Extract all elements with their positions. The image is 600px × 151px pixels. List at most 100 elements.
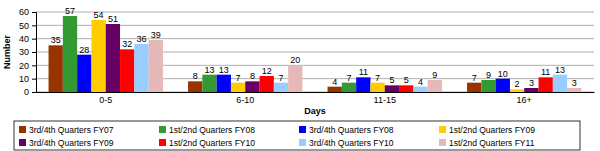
legend-swatch <box>439 126 446 133</box>
y-tick-mark <box>32 65 36 66</box>
y-tick-mark <box>32 12 36 13</box>
bar <box>342 83 356 92</box>
data-label: 3 <box>529 78 534 88</box>
data-label: 11 <box>541 67 550 77</box>
bar <box>524 88 538 92</box>
bar <box>91 20 105 92</box>
bar <box>413 87 427 92</box>
data-label: 54 <box>94 10 104 20</box>
x-axis-title: Days <box>304 106 326 116</box>
x-tick-label: 0-5 <box>99 95 112 105</box>
series <box>134 44 567 92</box>
data-label: 13 <box>555 65 565 75</box>
data-label: 3 <box>572 78 577 88</box>
bar <box>428 80 442 92</box>
legend-item: 1st/2nd Quarters FY10 <box>159 138 255 148</box>
bar <box>245 81 259 92</box>
x-tick: 16+ <box>517 92 532 105</box>
data-label: 10 <box>498 69 508 79</box>
bar <box>385 85 399 92</box>
bar <box>510 89 524 92</box>
data-label: 7 <box>236 73 241 83</box>
bars <box>49 16 582 92</box>
data-label: 28 <box>79 45 89 55</box>
series <box>63 16 496 92</box>
legend-swatch <box>299 126 306 133</box>
legend-swatch <box>159 139 166 146</box>
legend-item: 3rd/4th Quarters FY09 <box>19 138 114 148</box>
data-label: 7 <box>278 73 283 83</box>
bar <box>49 45 63 92</box>
bar <box>399 85 413 92</box>
bar <box>231 83 245 92</box>
legend-label: 3rd/4th Quarters FY08 <box>309 125 394 135</box>
data-label: 5 <box>404 75 409 85</box>
legend-label: 3rd/4th Quarters FY09 <box>29 138 114 148</box>
legend-item: 3rd/4th Quarters FY08 <box>299 125 394 135</box>
legend-item: 1st/2nd Quarters FY08 <box>159 125 255 135</box>
x-axis-line <box>37 92 595 93</box>
x-tick: 6-10 <box>236 92 254 105</box>
y-tick-label: 30 <box>19 47 29 57</box>
legend-label: 1st/2nd Quarters FY09 <box>449 125 535 135</box>
bar <box>370 83 384 92</box>
legend-swatch <box>439 139 446 146</box>
legend-item: 1st/2nd Quarters FY11 <box>439 138 535 148</box>
data-labels: 3584757137928131110547725185332125113674… <box>51 6 577 89</box>
x-tick-label: 11-15 <box>374 95 396 105</box>
data-label: 2 <box>515 79 520 89</box>
data-label: 5 <box>389 75 394 85</box>
legend-frame <box>14 121 580 150</box>
series <box>120 49 553 92</box>
x-tick-label: 16+ <box>517 95 532 105</box>
data-label: 7 <box>346 73 351 83</box>
y-tick-label: 50 <box>19 21 29 31</box>
data-label: 13 <box>204 65 214 75</box>
bar <box>328 87 342 92</box>
data-label: 36 <box>136 34 146 44</box>
series <box>106 24 539 92</box>
legend: 3rd/4th Quarters FY07 1st/2nd Quarters FY… <box>14 121 580 150</box>
data-label: 7 <box>375 73 380 83</box>
data-label: 39 <box>151 30 161 40</box>
series <box>149 40 582 92</box>
plot: 01020304050600-56-1011-1516+358475713792… <box>19 6 595 105</box>
data-label: 12 <box>262 66 272 76</box>
x-tick: 11-15 <box>374 92 396 105</box>
x-tick: 0-5 <box>99 92 112 105</box>
y-tick-mark <box>32 52 36 53</box>
y-tick: 20 <box>19 61 36 71</box>
series <box>91 20 524 92</box>
data-label: 35 <box>51 35 61 45</box>
legend-item: 3rd/4th Quarters FY07 <box>19 125 114 135</box>
y-tick: 50 <box>19 21 36 31</box>
y-tick-mark <box>32 39 36 40</box>
y-tick: 10 <box>19 74 36 84</box>
bar <box>539 77 553 92</box>
legend-label: 3rd/4th Quarters FY07 <box>29 125 114 135</box>
legend-swatch <box>19 126 26 133</box>
bar <box>288 65 302 92</box>
data-label: 7 <box>472 73 477 83</box>
y-axis: 0102030405060 <box>19 7 37 97</box>
x-tick-label: 6-10 <box>236 95 254 105</box>
legend-swatch <box>159 126 166 133</box>
y-axis-title: Number <box>2 35 12 70</box>
y-tick-mark <box>32 79 36 80</box>
data-label: 4 <box>332 77 337 87</box>
legend-label: 1st/2nd Quarters FY10 <box>169 138 255 148</box>
y-tick-label: 10 <box>19 74 29 84</box>
bar <box>188 81 202 92</box>
bar <box>63 16 77 92</box>
bar <box>77 55 91 92</box>
data-label: 4 <box>418 77 423 87</box>
bar <box>149 40 163 92</box>
grid <box>36 12 594 92</box>
data-label: 13 <box>219 65 229 75</box>
y-tick-mark <box>32 25 36 26</box>
y-tick: 30 <box>19 47 36 57</box>
bar <box>260 76 274 92</box>
data-label: 8 <box>193 71 198 81</box>
data-label: 9 <box>486 70 491 80</box>
bar <box>120 49 134 92</box>
